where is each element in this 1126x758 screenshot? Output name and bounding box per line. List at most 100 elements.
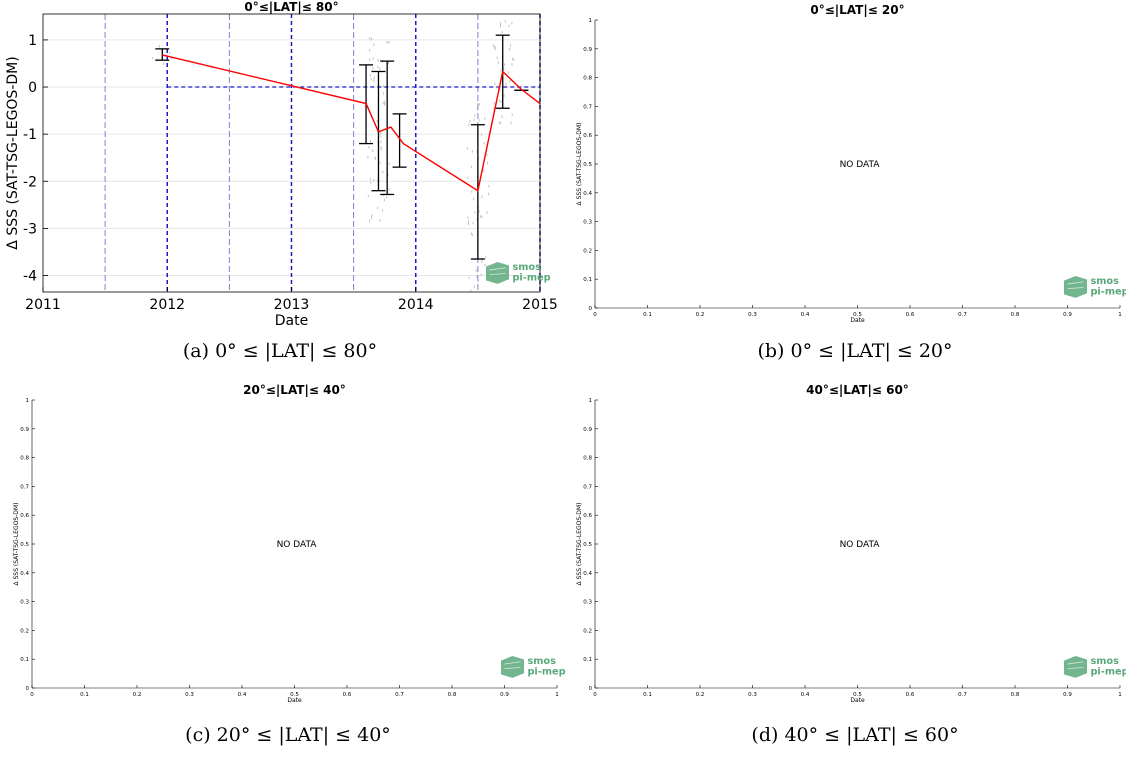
sample-point [386, 41, 388, 44]
sample-point [467, 216, 469, 219]
sample-point [474, 114, 476, 117]
sample-point [370, 181, 372, 184]
sample-point [468, 123, 470, 127]
x-axis-label: Date [275, 313, 308, 329]
y-tick-label: 0.2 [583, 628, 592, 634]
logo-mark-texture [504, 661, 521, 670]
sample-point [501, 31, 503, 34]
y-tick-label: -4 [23, 269, 37, 285]
x-tick-label: 1 [1118, 312, 1122, 318]
sample-point [500, 121, 502, 124]
sample-point [369, 58, 371, 61]
y-tick-label: 0.8 [583, 76, 592, 82]
x-axis-label: Date [287, 697, 302, 704]
y-tick-label: 0.8 [20, 456, 29, 462]
y-axis-label: Δ SSS (SAT-TSG-LEGOS-DM) [13, 503, 20, 586]
x-tick-label: 0.1 [80, 692, 89, 698]
sample-point [381, 209, 383, 212]
sample-point [373, 79, 375, 82]
x-tick-label: 0.4 [801, 312, 810, 318]
x-tick-label: 2011 [25, 297, 61, 313]
y-tick-label: 0.5 [583, 162, 592, 168]
x-tick-label: 0.7 [395, 692, 404, 698]
no-data-message: NO DATA [840, 160, 881, 170]
sample-point [379, 67, 381, 70]
x-tick-label: 0.1 [643, 312, 652, 318]
sample-point [373, 76, 375, 79]
y-tick-label: 0.9 [583, 47, 592, 53]
sample-point [374, 156, 376, 159]
sample-point [507, 71, 509, 74]
no-data-message: NO DATA [277, 540, 318, 550]
sample-point [509, 48, 511, 51]
sample-point [509, 80, 511, 83]
sample-point [373, 179, 375, 182]
chart-b: 0 0.1 0.2 0.3 0.4 0.5 0.6 0.7 0.8 0.9 1 0 0.1 0.2 0.3 0… [576, 3, 1126, 324]
sample-point [484, 263, 486, 267]
caption-a: (a) 0° ≤ |LAT| ≤ 80° [182, 340, 378, 362]
sample-point [511, 63, 513, 66]
y-tick-label: 1 [589, 398, 593, 404]
sample-point [510, 121, 512, 125]
sample-point [372, 149, 374, 153]
sample-point [476, 107, 478, 110]
logo-mark-texture [1067, 281, 1084, 290]
y-axis-label: Δ SSS (SAT-TSG-LEGOS-DM) [576, 123, 583, 206]
sample-point [377, 65, 379, 69]
sample-point [369, 219, 371, 223]
sample-point [367, 194, 369, 198]
logo-mark-icon [1064, 276, 1087, 298]
error-bar [155, 48, 170, 61]
sample-point [484, 117, 486, 120]
sample-point [382, 170, 384, 174]
logo-text-pimep: pi-mep [512, 272, 550, 283]
sample-point [503, 67, 505, 71]
sample-point [380, 140, 382, 144]
sample-point [470, 165, 472, 169]
sample-point [508, 24, 510, 28]
plot-frame [42, 13, 541, 293]
sample-point [511, 21, 513, 25]
sample-point [373, 43, 375, 46]
y-tick-label: 0.6 [20, 513, 29, 519]
chart-panel-d: 0 0.1 0.2 0.3 0.4 0.5 0.6 0.7 0.8 0.9 1 0 0.1 0.2 0.3 0… [563, 380, 1126, 716]
sample-point [478, 210, 480, 213]
sample-point [494, 47, 496, 51]
sample-point [379, 131, 381, 135]
sample-point [375, 157, 377, 161]
x-tick-label: 1 [1118, 692, 1122, 698]
chart-panel-a: 2011 2012 2013 2014 2015 -4 -3 -2 -1 0 1 0°≤|LAT|≤ … [0, 0, 563, 336]
sample-point [372, 57, 374, 60]
sample-point [481, 195, 483, 199]
sample-point [510, 44, 512, 47]
y-axis-label: Δ SSS (SAT-TSG-LEGOS-DM) [576, 503, 583, 586]
sample-point [511, 113, 513, 116]
sample-point [480, 273, 482, 276]
y-tick-label: 0 [589, 306, 593, 312]
sample-point [493, 101, 495, 105]
sample-point [496, 56, 498, 60]
sample-point [486, 211, 488, 214]
logo-text-smos: smos [1090, 656, 1119, 667]
no-data-message: NO DATA [840, 540, 881, 550]
sample-point [388, 162, 390, 165]
sample-point [152, 56, 154, 60]
sample-point [467, 176, 469, 179]
sample-point [486, 161, 488, 165]
sample-point [369, 177, 371, 181]
x-tick-label: 0.2 [133, 692, 142, 698]
sample-point [500, 22, 502, 25]
x-tick-label: 0.6 [906, 692, 915, 698]
y-tick-label: 0.1 [583, 277, 592, 283]
sample-point [468, 222, 470, 226]
y-tick-label: 1 [589, 18, 593, 24]
x-tick-label: 0.5 [853, 692, 862, 698]
sample-point [369, 139, 371, 143]
x-tick-label: 0.2 [696, 692, 705, 698]
y-tick-label: 0.4 [583, 191, 592, 197]
sample-point [494, 46, 496, 49]
x-tick-label: 0 [593, 692, 597, 698]
sample-point [494, 82, 496, 85]
sample-point [485, 256, 487, 259]
x-tick-label: 0.9 [1063, 692, 1072, 698]
